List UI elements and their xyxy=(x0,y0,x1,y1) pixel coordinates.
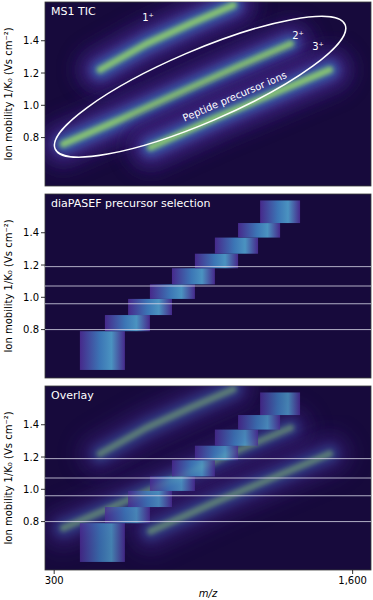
isolation-window xyxy=(80,523,125,562)
y-tick-label: 0.8 xyxy=(23,516,39,527)
y-tick xyxy=(41,232,45,233)
y-tick-label: 1.4 xyxy=(23,419,39,430)
y-tick-label: 1.4 xyxy=(23,227,39,238)
isolation-window xyxy=(128,299,172,315)
ion-band xyxy=(151,454,330,532)
region-label: Peptide precursor ions xyxy=(181,69,288,123)
isolation-window xyxy=(238,415,280,430)
y-tick xyxy=(41,297,45,298)
y-tick-label: 0.8 xyxy=(23,132,39,143)
separator-line xyxy=(45,478,371,479)
isolation-window xyxy=(80,331,125,370)
y-axis-label: Ion mobility 1/K₀ (Vs cm⁻²) xyxy=(3,411,14,544)
y-tick-label: 1.0 xyxy=(23,484,39,495)
marks xyxy=(45,389,371,562)
x-axis-label: m/z xyxy=(199,588,218,599)
separator-line xyxy=(45,286,371,287)
y-tick xyxy=(41,105,45,106)
y-tick-label: 1.0 xyxy=(23,100,39,111)
isolation-window xyxy=(195,254,238,269)
isolation-window xyxy=(215,430,258,446)
isolation-window xyxy=(128,491,172,507)
isolation-window xyxy=(172,460,215,476)
x-tick xyxy=(352,570,353,574)
ion-band xyxy=(151,454,330,532)
y-tick xyxy=(41,521,45,522)
charge-label: 2⁺ xyxy=(292,30,304,41)
isolation-window xyxy=(215,238,258,254)
separator-line xyxy=(45,521,371,522)
y-tick xyxy=(41,329,45,330)
figure: 1⁺ 2⁺ 3⁺ Peptide precursor ions MS1 TIC 0.8 1.… xyxy=(0,0,373,600)
isolation-window xyxy=(105,507,150,523)
y-tick-label: 1.4 xyxy=(23,35,39,46)
isolation-window xyxy=(150,476,195,491)
y-tick xyxy=(41,457,45,458)
panel-title: Overlay xyxy=(51,389,94,402)
y-tick xyxy=(41,489,45,490)
y-tick-label: 1.2 xyxy=(23,452,39,463)
x-tick-label: 300 xyxy=(45,575,64,586)
y-axis-label: Ion mobility 1/K₀ (Vs cm⁻²) xyxy=(3,219,14,352)
y-tick-label: 1.0 xyxy=(23,292,39,303)
y-tick xyxy=(41,424,45,425)
y-axis-label: Ion mobility 1/K₀ (Vs cm⁻²) xyxy=(3,27,14,160)
isolation-window xyxy=(105,315,150,331)
marks xyxy=(45,200,371,369)
x-tick-label: 1,600 xyxy=(338,575,367,586)
ion-band xyxy=(151,454,330,532)
isolation-window xyxy=(260,200,300,223)
isolation-window xyxy=(150,284,195,299)
plot-area xyxy=(45,194,371,378)
separator-line xyxy=(45,303,371,304)
y-tick xyxy=(41,40,45,41)
separator-line xyxy=(45,329,371,330)
y-tick xyxy=(41,265,45,266)
y-tick xyxy=(41,73,45,74)
separator-line xyxy=(45,266,371,267)
separator-line xyxy=(45,495,371,496)
marks xyxy=(63,5,329,147)
isolation-window xyxy=(260,392,300,415)
ion-band xyxy=(151,454,330,532)
y-tick-label: 1.2 xyxy=(23,260,39,271)
charge-label: 1⁺ xyxy=(142,12,154,23)
y-tick-label: 1.2 xyxy=(23,68,39,79)
separator-line xyxy=(45,458,371,459)
y-tick xyxy=(41,137,45,138)
isolation-window xyxy=(195,446,238,461)
region-ellipse xyxy=(41,0,359,182)
isolation-window xyxy=(172,268,215,284)
y-tick-label: 0.8 xyxy=(23,324,39,335)
panel-title: diaPASEF precursor selection xyxy=(51,197,211,210)
plot-area xyxy=(45,386,371,570)
charge-label: 3⁺ xyxy=(312,41,324,52)
x-tick xyxy=(54,570,55,574)
panel-title: MS1 TIC xyxy=(51,5,96,18)
plot-area xyxy=(45,2,371,186)
isolation-window xyxy=(238,223,280,238)
